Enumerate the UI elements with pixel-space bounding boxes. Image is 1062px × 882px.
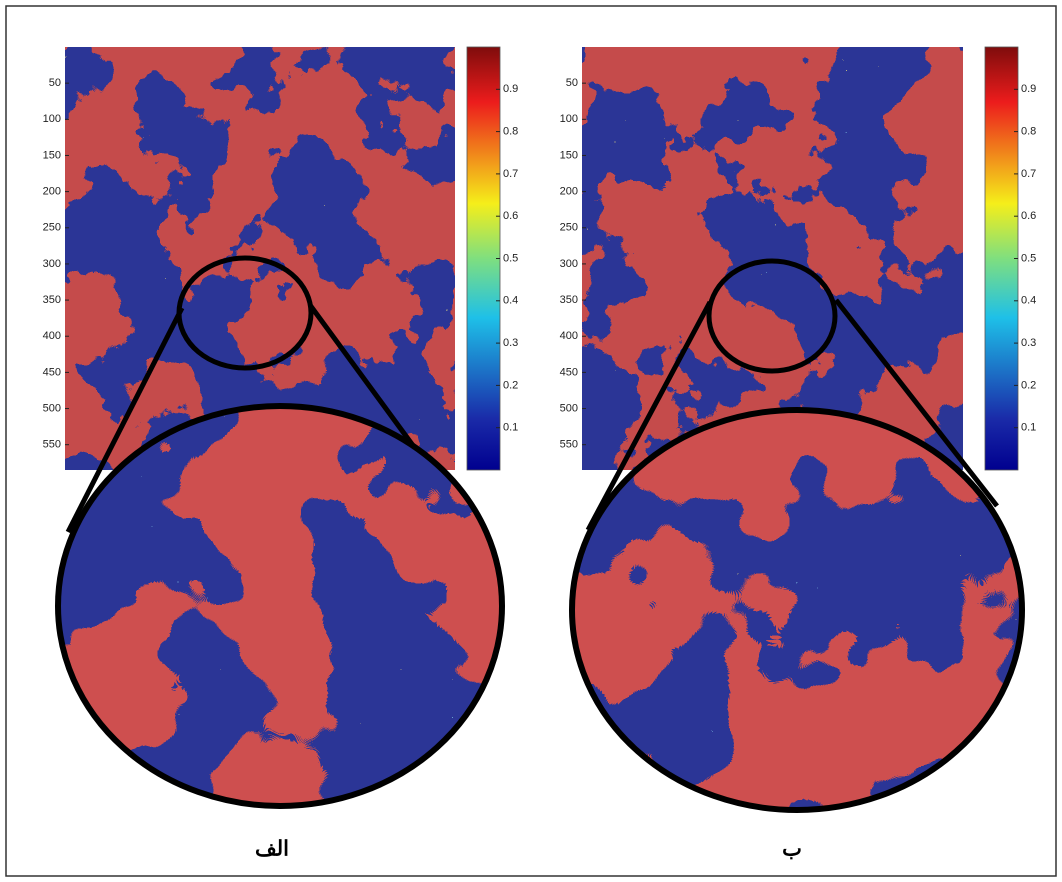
zoom-connector <box>834 298 999 508</box>
y-tick-label: 350 <box>560 294 578 306</box>
colorbar-tick-label: 0.2 <box>503 379 518 391</box>
colorbar-tick-label: 0.1 <box>503 422 518 434</box>
y-tick-label: 250 <box>43 222 61 234</box>
y-tick-label: 150 <box>560 149 578 161</box>
colorbar-tick-label: 0.8 <box>1021 126 1036 138</box>
y-tick-label: 450 <box>43 366 61 378</box>
y-tick-label: 550 <box>560 439 578 451</box>
colorbar-tick-label: 0.7 <box>1021 168 1036 180</box>
colorbar-tick-label: 0.4 <box>1021 295 1036 307</box>
colorbar <box>984 46 1019 471</box>
y-tick-label: 450 <box>560 366 578 378</box>
colorbar-tick-label: 0.8 <box>503 126 518 138</box>
zoom-image <box>572 410 1022 810</box>
y-tick-label: 500 <box>43 402 61 414</box>
panel-label: ب <box>782 838 802 861</box>
y-tick-label: 300 <box>43 258 61 270</box>
y-tick-label: 50 <box>566 77 578 89</box>
panel-label: الف <box>255 838 289 861</box>
y-tick-label: 100 <box>43 113 61 125</box>
zoom-image <box>58 406 502 806</box>
frame <box>5 5 1057 877</box>
colorbar-tick-label: 0.7 <box>503 168 518 180</box>
y-tick-label: 250 <box>560 222 578 234</box>
zoom-connector <box>65 306 185 534</box>
y-tick-label: 100 <box>560 113 578 125</box>
colorbar-tick-label: 0.4 <box>503 295 518 307</box>
colorbar-tick-label: 0.5 <box>503 252 518 264</box>
y-tick-label: 350 <box>43 294 61 306</box>
zoom-outline <box>706 258 838 374</box>
colorbar-tick-label: 0.9 <box>1021 83 1036 95</box>
colorbar-tick-label: 0.9 <box>503 83 518 95</box>
y-tick-label: 400 <box>43 330 61 342</box>
heatmap-panel: 50 100 150 200 250 300 350 400 450 500 550 0.1 0.2 0.… <box>560 46 1036 861</box>
zoom-region <box>572 410 1022 810</box>
y-tick-label: 200 <box>560 186 578 198</box>
colorbar-tick-label: 0.3 <box>503 337 518 349</box>
colorbar-tick-label: 0.6 <box>1021 210 1036 222</box>
colorbar-tick-label: 0.5 <box>1021 252 1036 264</box>
y-tick-label: 50 <box>49 77 61 89</box>
colorbar-tick-label: 0.1 <box>1021 422 1036 434</box>
colorbar-tick-label: 0.3 <box>1021 337 1036 349</box>
colorbar-tick-label: 0.2 <box>1021 379 1036 391</box>
colorbar <box>466 46 501 471</box>
heatmap-panel: 50 100 150 200 250 300 350 400 450 500 550 0.1 0.2 0.… <box>43 46 518 861</box>
y-tick-label: 400 <box>560 330 578 342</box>
y-tick-label: 500 <box>560 402 578 414</box>
colorbar-tick-label: 0.6 <box>503 210 518 222</box>
y-tick-label: 150 <box>43 149 61 161</box>
zoom-connector <box>585 300 713 532</box>
zoom-circle <box>569 407 1025 813</box>
y-tick-label: 550 <box>43 439 61 451</box>
zoom-region <box>58 406 502 806</box>
heatmap-region <box>582 47 963 470</box>
y-tick-label: 200 <box>43 186 61 198</box>
zoom-circle <box>55 403 505 809</box>
y-tick-label: 300 <box>560 258 578 270</box>
